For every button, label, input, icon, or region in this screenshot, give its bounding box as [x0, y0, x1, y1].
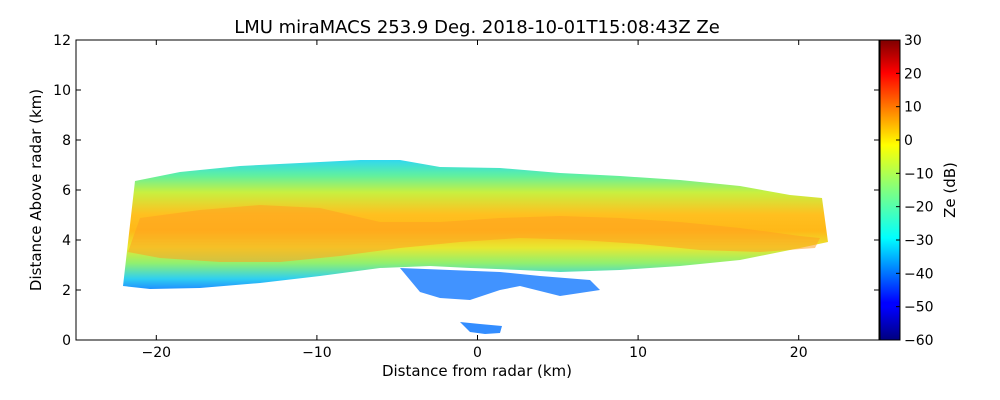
- x-axis-label: Distance from radar (km): [382, 362, 572, 380]
- colorbar-tick-label: 0: [904, 133, 913, 149]
- echo-layer-core: [128, 205, 820, 262]
- colorbar-tick-label: −10: [904, 166, 934, 182]
- colorbar-tick-label: −40: [904, 266, 934, 282]
- y-axis-label: Distance Above radar (km): [27, 89, 45, 291]
- y-tick-label: 8: [62, 133, 71, 149]
- colorbar-gradient: [879, 39, 901, 341]
- colorbar: 30 20 10 0 −10 −20 −30 −40 −50 −60 Ze (dB): [879, 33, 959, 349]
- echo-layer-base: [400, 268, 600, 300]
- y-tick-label: 12: [53, 33, 71, 49]
- colorbar-tick-label: −30: [904, 233, 934, 249]
- x-tick-label: −20: [142, 345, 172, 361]
- y-tick-label: 6: [62, 183, 71, 199]
- colorbar-tick-label: 30: [904, 33, 922, 49]
- y-tick-label: 4: [62, 233, 71, 249]
- y-tick-label: 2: [62, 283, 71, 299]
- colorbar-tick-label: −20: [904, 200, 934, 216]
- x-tick-label: −10: [302, 345, 332, 361]
- x-axis: −20 −10 0 10 20: [142, 40, 808, 361]
- x-tick-label: 10: [629, 345, 647, 361]
- x-tick-label: 0: [473, 345, 482, 361]
- y-tick-label: 0: [62, 333, 71, 349]
- radar-echo-layer: [123, 160, 828, 334]
- chart-title: LMU miraMACS 253.9 Deg. 2018-10-01T15:08…: [234, 17, 720, 38]
- colorbar-ticks: 30 20 10 0 −10 −20 −30 −40 −50 −60: [896, 33, 934, 349]
- colorbar-tick-label: −50: [904, 300, 934, 316]
- y-tick-label: 10: [53, 83, 71, 99]
- colorbar-tick-label: 20: [904, 66, 922, 82]
- colorbar-tick-label: −60: [904, 333, 934, 349]
- colorbar-tick-label: 10: [904, 100, 922, 116]
- echo-layer-base-fragments: [460, 322, 502, 334]
- colorbar-label: Ze (dB): [941, 162, 959, 218]
- x-tick-label: 20: [790, 345, 808, 361]
- y-axis: 0 2 4 6 8 10 12: [53, 33, 879, 349]
